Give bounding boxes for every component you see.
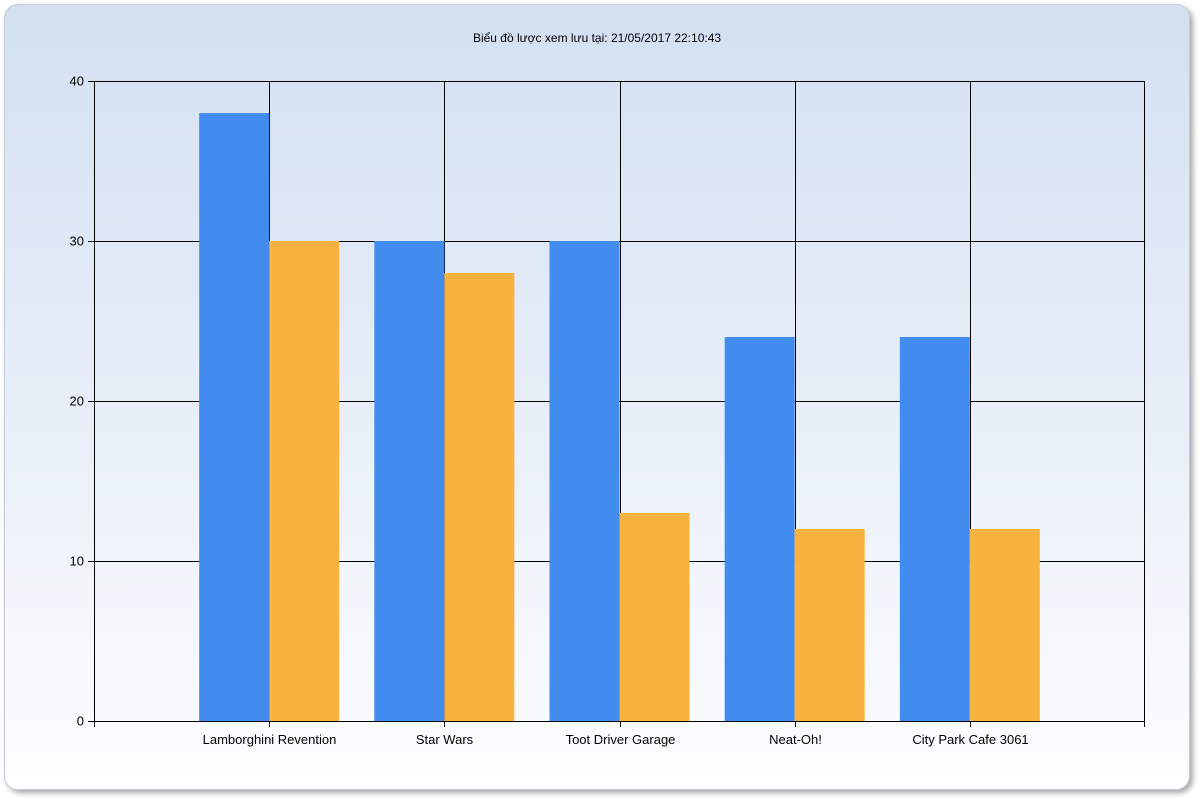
- bar-2: [444, 273, 515, 721]
- bar-1: [199, 113, 270, 721]
- bar-chart-plot: 0 10 20 30 40 Lamborghini Revention Star Wars T…: [70, 74, 1145, 747]
- y-tick-label: 10: [70, 554, 84, 569]
- y-tick-label: 20: [70, 394, 84, 409]
- bar-1: [549, 241, 620, 721]
- bar-1: [724, 337, 795, 721]
- x-tick-label: Star Wars: [416, 732, 474, 747]
- bar-2: [269, 241, 340, 721]
- chart-frame: Biểu đồ lược xem lưu tại: 21/05/2017 22:…: [4, 4, 1190, 790]
- y-tick-label: 0: [77, 714, 84, 729]
- bar-1: [899, 337, 970, 721]
- y-tick-label: 30: [70, 234, 84, 249]
- bar-2: [969, 529, 1040, 721]
- chart-title: Biểu đồ lược xem lưu tại: 21/05/2017 22:…: [472, 31, 722, 45]
- x-tick-label: City Park Cafe 3061: [912, 732, 1028, 747]
- x-tick-label: Lamborghini Revention: [203, 732, 337, 747]
- y-tick-label: 40: [70, 74, 84, 89]
- bar-1: [374, 241, 445, 721]
- x-tick-label: Toot Driver Garage: [566, 732, 676, 747]
- bar-2: [794, 529, 865, 721]
- bar-2: [619, 513, 690, 721]
- x-tick-label: Neat-Oh!: [769, 732, 822, 747]
